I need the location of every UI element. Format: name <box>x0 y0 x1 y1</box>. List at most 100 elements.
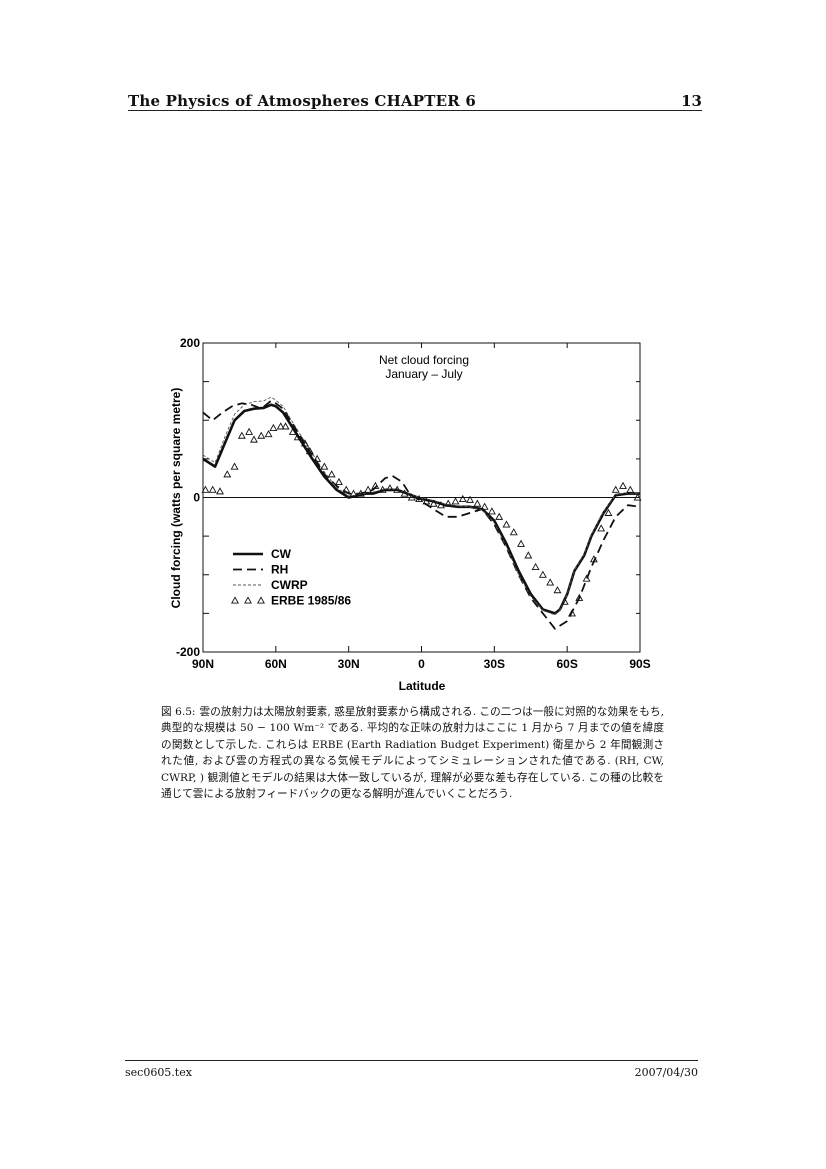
series-erbe-1985-86-point <box>633 493 642 501</box>
series-erbe-1985-86-point <box>245 427 254 435</box>
series-erbe-1985-86-point <box>334 477 343 486</box>
x-tick-label: 30N <box>338 657 360 671</box>
series-erbe-1985-86-point <box>385 484 394 492</box>
running-footer: sec0605.tex 2007/04/30 <box>125 1060 698 1085</box>
series-erbe-1985-86-point <box>466 495 475 503</box>
series-erbe-1985-86-point <box>487 507 496 515</box>
series-erbe-1985-86-point <box>517 539 526 547</box>
series-erbe-1985-86-point <box>313 454 322 462</box>
series-erbe-1985-86-point <box>458 494 467 503</box>
figure: 90N 60N 30N 0 30S 60S 90S 200 0 -200 Net cloud fo… <box>160 330 680 700</box>
legend-rh-label: RH <box>271 563 288 577</box>
x-tick-label: 90N <box>192 657 214 671</box>
series-erbe-1985-86-point <box>364 485 373 493</box>
series-erbe-1985-86-point <box>626 485 635 493</box>
net-cloud-forcing-chart: 90N 60N 30N 0 30S 60S 90S 200 0 -200 Net cloud fo… <box>169 336 651 693</box>
legend-cw-label: CW <box>271 547 292 561</box>
series-erbe-1985-86-point <box>604 508 613 516</box>
series-erbe-1985-86-point <box>264 430 273 438</box>
series-erbe-1985-86-point <box>349 489 358 497</box>
series-erbe-1985-86-point <box>575 593 584 601</box>
series-erbe-1985-86-point <box>257 431 266 439</box>
y-tick-label: 0 <box>193 491 200 505</box>
series-erbe-1985-86-point <box>415 494 424 503</box>
series-erbe-1985-86-point <box>524 551 533 559</box>
series-erbe-1985-86-point <box>568 609 576 617</box>
legend-erbe-1985-86-marker <box>257 596 265 604</box>
source-filename: sec0605.tex <box>125 1066 192 1079</box>
legend-erbe-1985-86-marker <box>244 596 252 604</box>
x-tick-label: 30S <box>484 657 505 671</box>
axes: 90N 60N 30N 0 30S 60S 90S 200 0 -200 <box>176 336 651 671</box>
series-erbe-1985-86-point <box>444 499 453 507</box>
series-erbe-1985-86-point <box>502 520 511 528</box>
chart-subtitle: January – July <box>385 367 462 381</box>
series-erbe-1985-86-point <box>582 574 591 582</box>
series-erbe-1985-86-point <box>619 481 627 489</box>
series-cw-line <box>202 403 640 615</box>
series-rh-line <box>202 400 641 630</box>
series-erbe-1985-86-point <box>342 485 351 493</box>
series-erbe-1985-86-point <box>320 462 329 470</box>
series-erbe-1985-86-point <box>281 422 290 430</box>
series-erbe-1985-86-point <box>560 597 569 605</box>
running-title: The Physics of Atmospheres CHAPTER 6 <box>128 92 476 110</box>
series-erbe-1985-86-point <box>429 499 438 507</box>
series-erbe-1985-86-point <box>531 562 540 571</box>
x-tick-label: 0 <box>418 657 425 671</box>
series-erbe-1985-86-point <box>250 435 258 443</box>
series-erbe-1985-86-point <box>356 489 365 497</box>
x-tick-label: 60S <box>556 657 577 671</box>
series-erbe-1985-86-point <box>301 439 309 447</box>
running-header: The Physics of Atmospheres CHAPTER 6 13 <box>128 90 702 111</box>
series-erbe-1985-86-point <box>473 499 482 507</box>
series-erbe-1985-86-point <box>230 462 239 470</box>
page-number: 13 <box>681 92 702 110</box>
series-erbe-1985-86-point <box>201 485 210 493</box>
y-axis-label: Cloud forcing (watts per square metre) <box>169 388 183 609</box>
series-cwrp-line <box>202 396 641 616</box>
series-erbe-1985-86-point <box>538 570 547 578</box>
series-erbe-1985-86-point <box>400 489 409 497</box>
figure-label: 図 6.5: <box>161 706 196 718</box>
figure-caption: 図 6.5: 雲の放射力は太陽放射要素, 惑星放射要素から構成される. この二つは… <box>161 704 664 802</box>
series-erbe-1985-86-point <box>305 447 314 455</box>
x-tick-label: 60N <box>265 657 287 671</box>
series-erbe-1985-86-point <box>237 431 246 439</box>
series-erbe-1985-86-point <box>480 502 489 510</box>
series-erbe-1985-86-point <box>597 524 606 532</box>
series-layer <box>201 396 642 630</box>
chart-title: Net cloud forcing <box>379 353 469 367</box>
series-erbe-1985-86-point <box>553 586 562 594</box>
series-erbe-1985-86-point <box>276 422 285 430</box>
series-erbe-1985-86-point <box>378 485 387 493</box>
series-erbe-1985-86-point <box>509 528 518 536</box>
caption-text: 雲の放射力は太陽放射要素, 惑星放射要素から構成される. この二つは一般に対照的… <box>161 706 664 801</box>
series-erbe-1985-86-point <box>451 497 460 505</box>
series-erbe-1985-86-point <box>495 512 504 520</box>
legend-erbe-1985-86-label: ERBE 1985/86 <box>271 594 351 608</box>
series-erbe-1985-86-point <box>208 485 217 493</box>
series-erbe-1985-86-point <box>269 423 278 431</box>
series-erbe-1985-86-point <box>422 497 431 505</box>
legend-erbe-1985-86-marker <box>231 596 239 604</box>
y-tick-label: -200 <box>176 645 200 659</box>
series-erbe-1985-86-point <box>611 485 620 493</box>
series-erbe-1985-86-point <box>371 481 380 489</box>
legend-cwrp-label: CWRP <box>271 578 308 592</box>
series-erbe-1985-86-point <box>407 493 416 501</box>
series-erbe-1985-86-point <box>327 470 336 478</box>
series-erbe-1985-86-point <box>288 427 297 435</box>
series-erbe-1985-86-point <box>436 501 445 509</box>
series-erbe-1985-86-point <box>546 578 555 586</box>
series-erbe-1985-86-point <box>223 470 232 478</box>
y-tick-label: 200 <box>180 336 200 350</box>
series-erbe-1985-86-point <box>589 555 598 563</box>
x-tick-label: 90S <box>629 657 650 671</box>
footer-date: 2007/04/30 <box>634 1066 698 1079</box>
series-erbe-1985-86-point <box>216 487 224 495</box>
x-axis-label: Latitude <box>399 679 446 693</box>
series-erbe-1985-86-point <box>293 433 302 441</box>
series-erbe-1985-86-point <box>393 485 402 493</box>
